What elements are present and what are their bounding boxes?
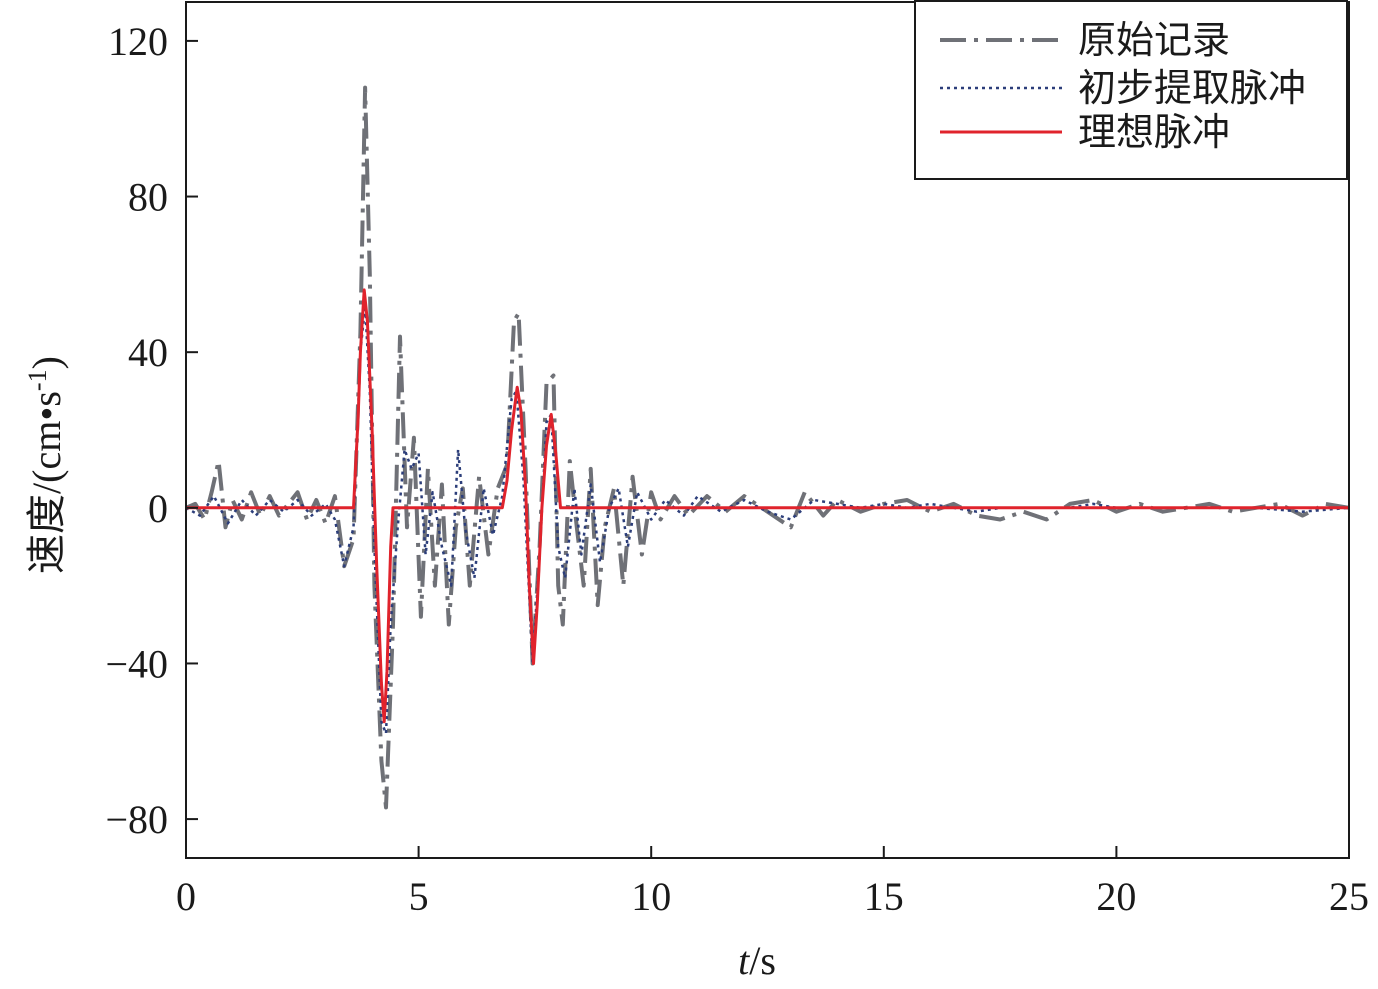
y-tick-label: −80 [105,797,168,842]
x-tick-label: 25 [1329,874,1369,919]
x-tick-label: 5 [409,874,429,919]
y-tick-label: 0 [148,486,168,531]
series-line-0 [185,85,1350,810]
x-tick-label: 0 [176,874,196,919]
y-axis-superscript: -1 [23,369,52,391]
legend: 原始记录 初步提取脉冲 理想脉冲 [914,0,1348,180]
series-layer [185,85,1350,810]
legend-box [914,0,1348,180]
x-axis-title: t/s [738,938,776,983]
y-tick-label: 40 [128,330,168,375]
legend-label-original: 原始记录 [1078,20,1230,62]
y-tick-label: −40 [105,641,168,686]
y-axis-title: 速度/(cm•s-1) [23,356,69,574]
y-axis-close: ) [24,356,69,369]
x-tick-label: 15 [864,874,904,919]
legend-label-extracted: 初步提取脉冲 [1078,68,1306,110]
x-axis-var: t [738,938,750,983]
x-axis-unit: /s [749,938,776,983]
plot-frame [185,1,1350,859]
x-tick-label: 20 [1096,874,1136,919]
ticks-layer: 0 5 10 15 20 25 120 80 40 0 −40 −80 [105,19,1369,919]
y-tick-label: 120 [108,19,168,64]
series-line-2 [186,288,1349,724]
x-tick-label: 10 [631,874,671,919]
y-tick-label: 80 [128,175,168,220]
legend-label-ideal: 理想脉冲 [1078,112,1230,154]
y-axis-label: 速度/(cm•s [24,391,69,574]
